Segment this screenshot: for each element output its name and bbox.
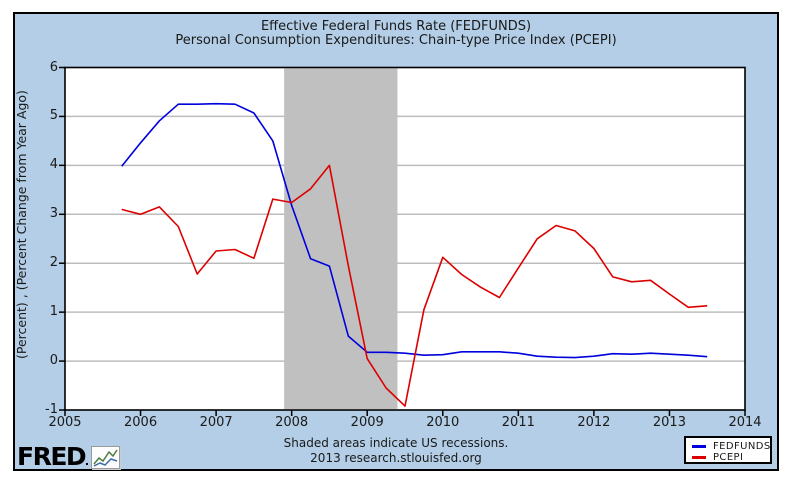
attribution-text: 2013 research.stlouisfed.org — [310, 451, 482, 465]
legend: FEDFUNDS PCEPI — [684, 436, 772, 464]
fred-logo-trademark-dot — [86, 463, 89, 465]
x-tick-label-2008: 2008 — [275, 415, 309, 430]
x-tick-label-2014: 2014 — [728, 415, 762, 430]
x-tick-label-2005: 2005 — [48, 415, 82, 430]
legend-item-pcepi: PCEPI — [692, 451, 770, 463]
x-tick-label-2013: 2013 — [652, 415, 686, 430]
chart-title-line-1: Effective Federal Funds Rate (FEDFUNDS) — [260, 19, 532, 34]
recession-shading-band — [284, 68, 398, 409]
y-tick-label--1: -1 — [45, 402, 58, 417]
y-tick-label-3: 3 — [49, 206, 58, 222]
recession-note: Shaded areas indicate US recessions. — [283, 436, 509, 450]
chart-title-line-2: Personal Consumption Expenditures: Chain… — [175, 33, 617, 48]
legend-label-fedfunds: FEDFUNDS — [713, 440, 771, 452]
x-tick-label-2010: 2010 — [426, 415, 460, 430]
x-tick-label-2006: 2006 — [124, 415, 158, 430]
y-tick-label-2: 2 — [49, 255, 58, 271]
plot-frame — [64, 66, 746, 411]
series-line-pcepi — [121, 164, 708, 407]
fred-logo: FRED — [17, 442, 121, 471]
y-tick-label-5: 5 — [49, 108, 58, 124]
plot-background — [65, 67, 745, 410]
y-tick-label-6: 6 — [49, 59, 58, 75]
legend-item-fedfunds: FEDFUNDS — [692, 440, 771, 452]
x-tick-label-2007: 2007 — [199, 415, 233, 430]
pcepi-line-swatch — [692, 455, 706, 459]
fred-logo-text: FRED — [17, 442, 87, 471]
y-axis-label: (Percent) , (Percent Change from Year Ag… — [14, 90, 29, 359]
y-tick-label-1: 1 — [49, 304, 58, 320]
y-tick-label-4: 4 — [49, 157, 58, 173]
legend-label-pcepi: PCEPI — [713, 451, 744, 463]
y-tick-label-0: 0 — [49, 353, 58, 369]
fred-logo-chart-icon — [91, 445, 121, 469]
x-tick-label-2009: 2009 — [350, 415, 384, 430]
fedfunds-line-swatch — [692, 444, 706, 448]
x-tick-label-2012: 2012 — [577, 415, 611, 430]
x-tick-label-2011: 2011 — [501, 415, 535, 430]
